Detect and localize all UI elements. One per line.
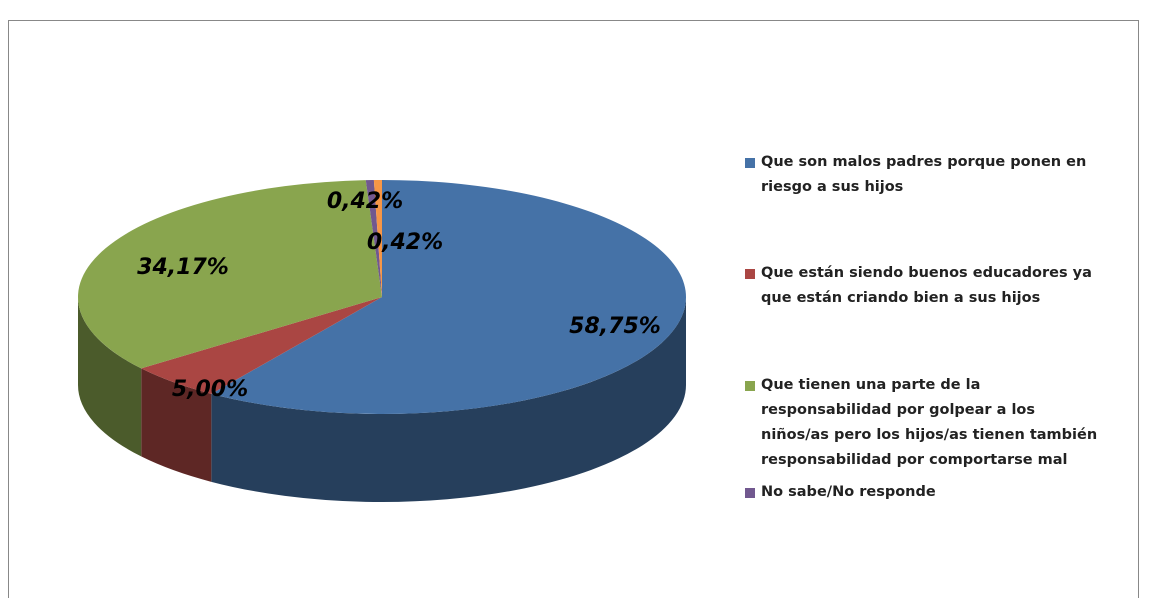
legend-label: Que son malos padres porque ponen en rie…: [761, 154, 1087, 195]
legend-item: Que tienen una parte de la responsabilid…: [745, 373, 1105, 473]
pie-side: [141, 368, 212, 482]
legend-swatch: [745, 381, 755, 391]
pie-tops: [77, 180, 686, 414]
pie-slice: [141, 297, 382, 394]
data-label: 34,17%: [137, 255, 229, 280]
pie-side: [78, 297, 142, 457]
data-label: 5,00%: [172, 377, 248, 402]
data-label: 0,42%: [327, 189, 403, 214]
legend-label: Que están siendo buenos educadores ya qu…: [761, 265, 1092, 306]
pie-side: [211, 297, 687, 502]
legend-swatch: [745, 269, 755, 279]
data-label: 0,42%: [367, 230, 443, 255]
legend-swatch: [745, 488, 755, 498]
legend-item: Que son malos padres porque ponen en rie…: [745, 150, 1105, 200]
chart-frame: [8, 20, 1139, 598]
legend-item: No sabe/No responde: [745, 480, 1105, 505]
legend-item: Que están siendo buenos educadores ya qu…: [745, 261, 1105, 311]
pie-slice: [211, 180, 686, 414]
pie-sides: [78, 297, 687, 502]
pie-slice: [77, 180, 383, 369]
legend-label: No sabe/No responde: [761, 484, 936, 500]
pie-slice: [365, 180, 382, 297]
legend-swatch: [745, 158, 755, 168]
pie-slice: [373, 180, 382, 297]
legend-label: Que tienen una parte de la responsabilid…: [761, 377, 1098, 468]
data-label: 58,75%: [569, 314, 661, 339]
